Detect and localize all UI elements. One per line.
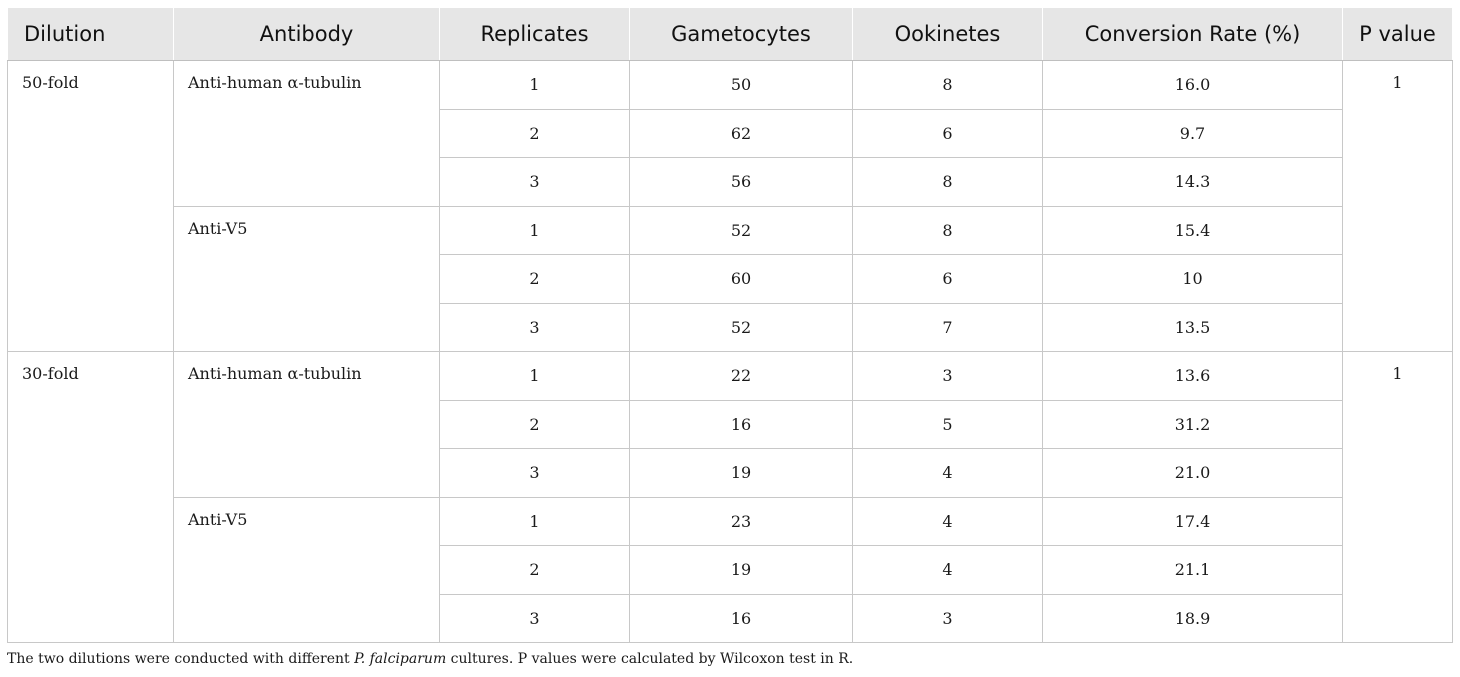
replicate-cell: 2 xyxy=(439,108,630,158)
replicate-cell: 1 xyxy=(439,351,630,401)
p-value-cell: 1 xyxy=(1342,60,1453,352)
footnote-species: P. falciparum xyxy=(354,651,447,667)
replicate-cell: 2 xyxy=(439,545,630,595)
conversion-rate-table: Dilution Antibody Replicates Gametocytes… xyxy=(7,7,1453,643)
table-row: 3 19 4 21.0 xyxy=(8,448,1453,498)
ookinetes-cell: 3 xyxy=(852,593,1043,643)
gametocytes-cell: 52 xyxy=(629,302,853,352)
gametocytes-cell: 56 xyxy=(629,157,853,207)
ookinetes-cell: 3 xyxy=(852,351,1043,401)
table-body: 50-fold Anti-human α-tubulin 1 50 8 16.0 1 2 62 6… xyxy=(7,60,1453,643)
table-row: 3 52 7 13.5 xyxy=(8,302,1453,352)
table-row: 2 62 6 9.7 xyxy=(8,108,1453,158)
dilution-cell: 30-fold xyxy=(7,351,174,643)
replicate-cell: 1 xyxy=(439,60,630,110)
replicate-cell: 3 xyxy=(439,157,630,207)
conversion-rate-cell: 21.1 xyxy=(1042,545,1343,595)
ookinetes-cell: 4 xyxy=(852,545,1043,595)
gametocytes-cell: 19 xyxy=(629,545,853,595)
conversion-rate-cell: 21.0 xyxy=(1042,448,1343,498)
header-conversion-rate: Conversion Rate (%) xyxy=(1042,7,1343,61)
header-replicates: Replicates xyxy=(439,7,630,61)
conversion-rate-cell: 16.0 xyxy=(1042,60,1343,110)
replicate-cell: 3 xyxy=(439,448,630,498)
conversion-rate-cell: 15.4 xyxy=(1042,205,1343,255)
ookinetes-cell: 6 xyxy=(852,108,1043,158)
gametocytes-cell: 50 xyxy=(629,60,853,110)
ookinetes-cell: 4 xyxy=(852,496,1043,546)
p-value-cell: 1 xyxy=(1342,351,1453,643)
antibody-cell: Anti-V5 xyxy=(173,205,440,352)
dilution-cell: 50-fold xyxy=(7,60,174,352)
header-row: Dilution Antibody Replicates Gametocytes… xyxy=(7,7,1453,61)
conversion-rate-cell: 9.7 xyxy=(1042,108,1343,158)
conversion-rate-cell: 10 xyxy=(1042,254,1343,304)
antibody-cell: Anti-V5 xyxy=(173,496,440,643)
replicate-cell: 1 xyxy=(439,496,630,546)
table-row: 2 16 5 31.2 xyxy=(8,399,1453,449)
header-ookinetes: Ookinetes xyxy=(852,7,1043,61)
ookinetes-cell: 4 xyxy=(852,448,1043,498)
gametocytes-cell: 22 xyxy=(629,351,853,401)
gametocytes-cell: 62 xyxy=(629,108,853,158)
ookinetes-cell: 8 xyxy=(852,157,1043,207)
header-antibody: Antibody xyxy=(173,7,440,61)
gametocytes-cell: 23 xyxy=(629,496,853,546)
replicate-cell: 1 xyxy=(439,205,630,255)
ookinetes-cell: 6 xyxy=(852,254,1043,304)
replicate-cell: 2 xyxy=(439,254,630,304)
conversion-rate-cell: 31.2 xyxy=(1042,399,1343,449)
replicate-cell: 3 xyxy=(439,593,630,643)
gametocytes-cell: 60 xyxy=(629,254,853,304)
gametocytes-cell: 16 xyxy=(629,399,853,449)
footnote-text-end: cultures. P values were calculated by Wi… xyxy=(446,651,854,667)
conversion-rate-cell: 13.6 xyxy=(1042,351,1343,401)
conversion-rate-cell: 18.9 xyxy=(1042,593,1343,643)
header-p-value: P value xyxy=(1342,7,1453,61)
conversion-rate-cell: 17.4 xyxy=(1042,496,1343,546)
gametocytes-cell: 52 xyxy=(629,205,853,255)
table-row: 3 56 8 14.3 xyxy=(8,157,1453,207)
table-footnote: The two dilutions were conducted with di… xyxy=(7,651,853,667)
data-table-container: Dilution Antibody Replicates Gametocytes… xyxy=(7,7,1453,643)
header-dilution: Dilution xyxy=(7,7,174,61)
antibody-cell: Anti-human α-tubulin xyxy=(173,351,440,498)
ookinetes-cell: 5 xyxy=(852,399,1043,449)
conversion-rate-cell: 13.5 xyxy=(1042,302,1343,352)
replicate-cell: 3 xyxy=(439,302,630,352)
conversion-rate-cell: 14.3 xyxy=(1042,157,1343,207)
table-row: 3 16 3 18.9 xyxy=(8,593,1453,643)
ookinetes-cell: 8 xyxy=(852,205,1043,255)
footnote-text-start: The two dilutions were conducted with di… xyxy=(7,651,355,667)
gametocytes-cell: 16 xyxy=(629,593,853,643)
ookinetes-cell: 8 xyxy=(852,60,1043,110)
table-row: 30-fold Anti-human α-tubulin 1 22 3 13.6 1 xyxy=(7,351,1453,643)
table-row: 2 60 6 10 xyxy=(8,254,1453,304)
table-row: Anti-V5 1 23 4 17.4 xyxy=(8,496,1453,643)
ookinetes-cell: 7 xyxy=(852,302,1043,352)
gametocytes-cell: 19 xyxy=(629,448,853,498)
antibody-cell: Anti-human α-tubulin xyxy=(173,60,440,207)
table-row: 50-fold Anti-human α-tubulin 1 50 8 16.0 1 xyxy=(7,60,1453,352)
replicate-cell: 2 xyxy=(439,399,630,449)
header-gametocytes: Gametocytes xyxy=(629,7,853,61)
table-row: 2 19 4 21.1 xyxy=(8,545,1453,595)
table-row: Anti-V5 1 52 8 15.4 xyxy=(8,205,1453,352)
